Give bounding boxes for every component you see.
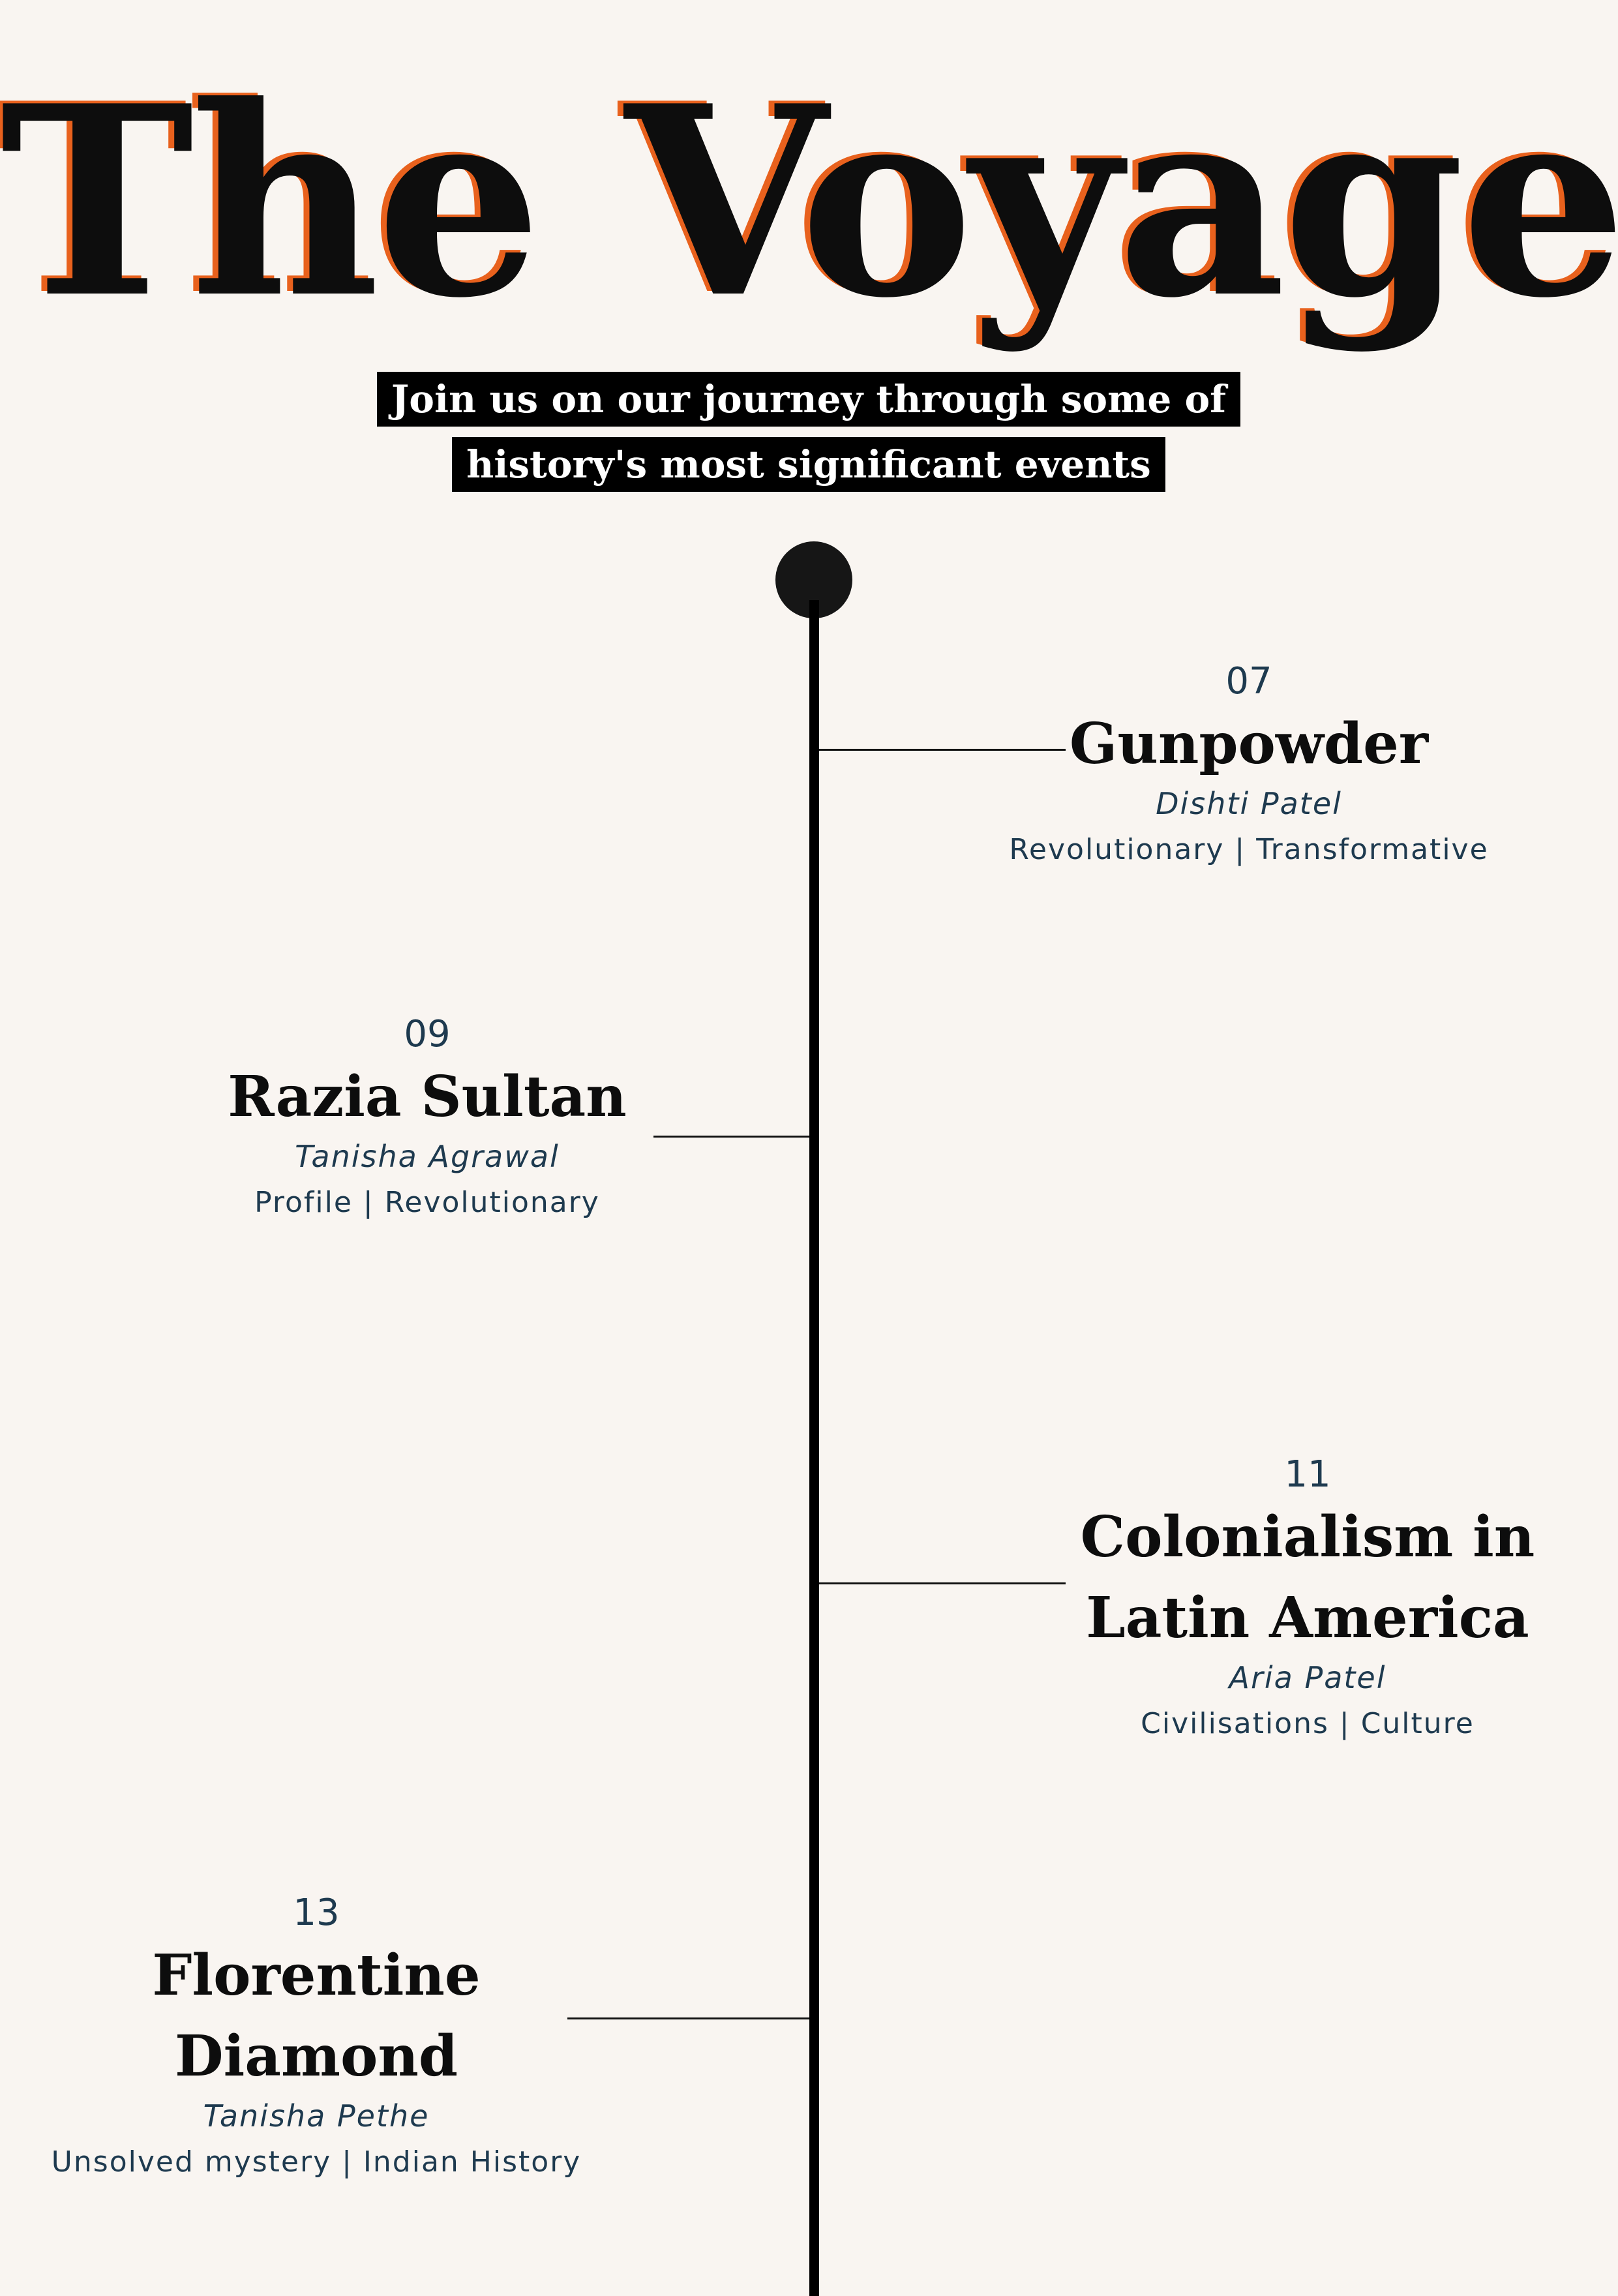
- issue-number: 11: [1284, 1453, 1331, 1496]
- timeline-entry-colonialism[interactable]: 11 Colonialism in Latin America Aria Pat…: [1014, 1457, 1601, 1738]
- entry-title-line-2: Diamond: [175, 2023, 458, 2089]
- entry-author: Tanisha Agrawal: [295, 1139, 560, 1174]
- timeline-entry-florentine-diamond[interactable]: 13 Florentine Diamond Tanisha Pethe Unso…: [39, 1895, 593, 2177]
- entry-title: Razia Sultan: [228, 1064, 627, 1130]
- entry-author: Aria Patel: [1229, 1660, 1386, 1695]
- subtitle-line-2: history's most significant events: [452, 437, 1165, 492]
- timeline-entry-gunpowder[interactable]: 07 Gunpowder Dishti Patel Revolutionary …: [988, 663, 1510, 864]
- entry-tags: Unsolved mystery | Indian History: [51, 2145, 582, 2179]
- entry-author: Dishti Patel: [1156, 786, 1342, 821]
- issue-number: 13: [293, 1892, 340, 1934]
- entry-title-line-1: Colonialism in: [1080, 1504, 1535, 1570]
- timeline-entry-razia-sultan[interactable]: 09 Razia Sultan Tanisha Agrawal Profile …: [166, 1016, 688, 1217]
- timeline-connector-07: [819, 749, 1066, 751]
- entry-title: Gunpowder: [1069, 711, 1429, 777]
- page-subtitle: Join us on our journey through some of h…: [352, 367, 1265, 497]
- entry-author: Tanisha Pethe: [203, 2098, 430, 2134]
- issue-number: 07: [1225, 660, 1272, 702]
- entry-title-line-2: Latin America: [1086, 1585, 1529, 1651]
- page-title: The Voyage: [0, 49, 1618, 355]
- issue-number: 09: [404, 1013, 451, 1055]
- entry-title-line-1: Florentine: [152, 1942, 481, 2008]
- timeline-connector-09: [653, 1136, 809, 1138]
- timeline-connector-13: [567, 2017, 809, 2019]
- subtitle-line-1: Join us on our journey through some of: [376, 372, 1241, 427]
- timeline-axis: [809, 600, 819, 2296]
- entry-tags: Revolutionary | Transformative: [1009, 833, 1489, 866]
- timeline-connector-11: [819, 1582, 1066, 1584]
- entry-tags: Profile | Revolutionary: [254, 1186, 600, 1219]
- entry-tags: Civilisations | Culture: [1141, 1707, 1475, 1740]
